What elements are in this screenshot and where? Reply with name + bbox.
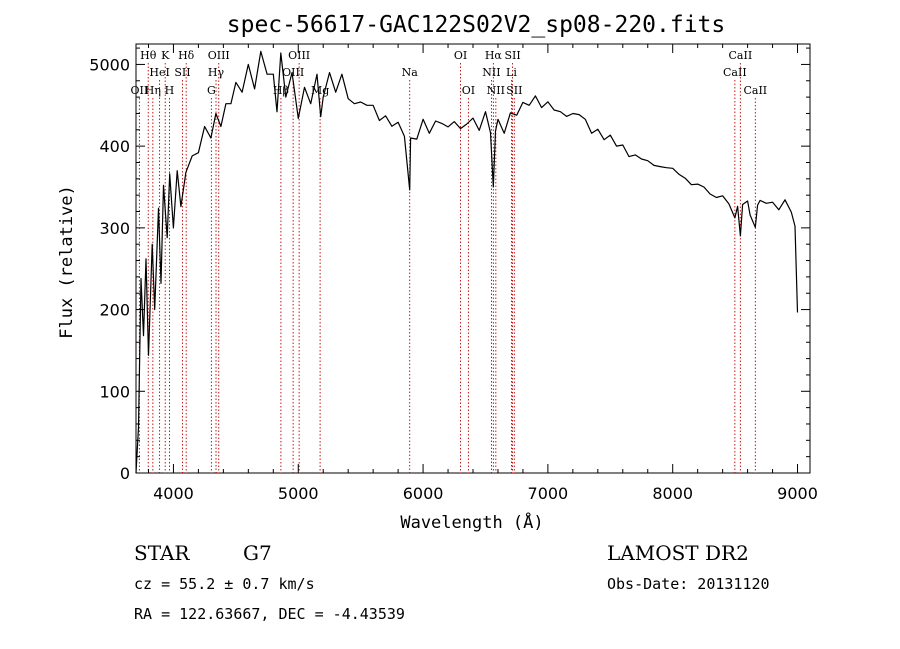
spectral-line-label: CaII [729,49,753,62]
x-tick-label: 6000 [403,484,444,503]
spectral-line-label: OIII [208,49,230,62]
y-tick-label: 300 [99,219,130,238]
x-axis-label: Wavelength (Å) [400,511,543,533]
spectral-line-label: OI [462,84,475,97]
y-tick-label: 100 [99,382,130,401]
plot-border [135,43,811,474]
y-axis-label: Flux (relative) [57,185,77,339]
x-axis-ticks: 4000 5000 6000 7000 8000 9000 [147,44,818,503]
spectral-line-label: OIII [288,49,310,62]
y-tick-label: 200 [99,301,130,320]
observation-date: Obs-Date: 20131120 [607,575,770,593]
x-tick-label: 4000 [153,484,194,503]
object-class: STAR [134,541,190,565]
survey-name: LAMOST DR2 [607,541,749,565]
spectral-line-label: Hθ [140,49,157,62]
spectral-line-label: Hγ [208,66,225,79]
spectral-line-label: NII [482,66,500,79]
y-tick-label: 0 [120,464,130,483]
object-subclass: G7 [243,541,272,565]
spectral-line-markers [138,63,756,473]
spectral-line-label: OII [131,84,149,97]
y-tick-label: 5000 [89,55,130,74]
spectral-line-label: OIII [282,66,304,79]
spectral-line-label: SII [506,84,522,97]
spectrum-line [135,50,799,474]
spectral-line-label: Na [402,66,419,79]
spectral-line-label: G [207,84,216,97]
spectral-line-label: OI [454,49,467,62]
spectral-line-label: SII [174,66,190,79]
spectral-line-label: CaII [723,66,747,79]
x-tick-label: 7000 [528,484,569,503]
spectral-line-label: Hη [145,84,161,97]
y-axis-ticks: 0 100 200 300 400 5000 [89,47,810,483]
spectral-line-label: NII [487,84,505,97]
x-tick-label: 8000 [652,484,693,503]
spectral-line-label: H [165,84,175,97]
x-tick-label: 5000 [278,484,319,503]
coordinates: RA = 122.63667, DEC = -4.43539 [134,605,405,623]
spectral-line-label: Hδ [178,49,195,62]
y-tick-label: 400 [99,137,130,156]
spectral-line-label: CaII [743,84,767,97]
spectral-line-label: K [161,49,170,62]
x-tick-label: 9000 [777,484,818,503]
spectral-line-label: Li [506,66,517,79]
plot-area [135,43,811,474]
spectral-line-label: Hα [485,49,503,62]
redshift-cz: cz = 55.2 ± 0.7 km/s [134,575,315,593]
spectral-line-label: HeI [149,66,169,79]
spectrum-series [135,50,799,474]
chart-title: spec-56617-GAC122S02V2_sp08-220.fits [227,12,726,38]
spectral-line-label: SII [504,49,520,62]
